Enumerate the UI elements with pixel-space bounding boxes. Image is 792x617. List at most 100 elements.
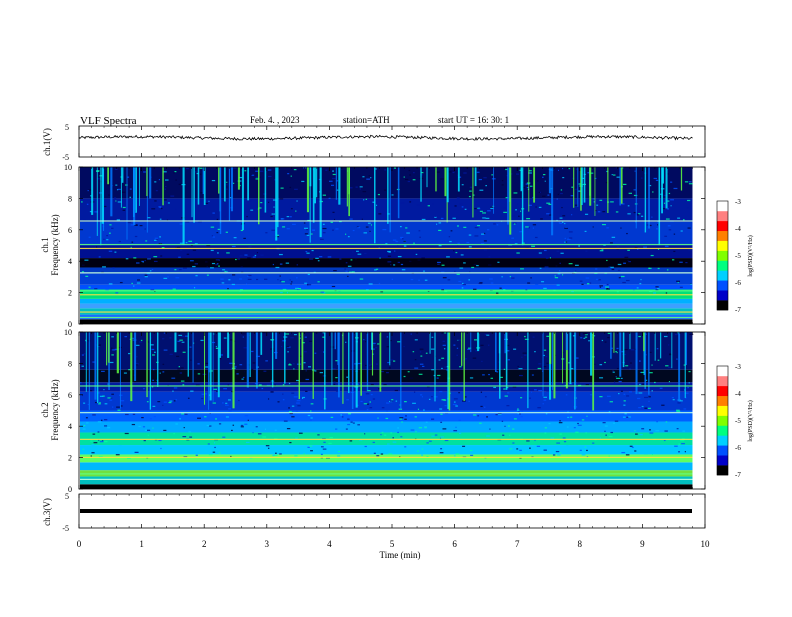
speckle	[216, 218, 219, 221]
speckle	[108, 283, 113, 285]
speckle	[420, 394, 423, 396]
sferic-streak	[247, 167, 250, 201]
speckle	[618, 392, 620, 395]
speckle	[560, 192, 563, 195]
speckle	[115, 292, 119, 294]
speckle	[655, 289, 659, 291]
speckle	[671, 397, 674, 399]
speckle	[604, 447, 607, 449]
speckle	[322, 292, 326, 294]
speckle	[648, 267, 652, 270]
speckle	[231, 390, 233, 393]
speckle	[130, 246, 132, 249]
speckle	[560, 252, 564, 254]
sferic-streak	[389, 332, 391, 366]
speckle	[161, 207, 163, 210]
speckle	[197, 363, 200, 365]
speckle	[458, 419, 461, 421]
speckle	[583, 337, 586, 339]
speckle	[441, 289, 445, 291]
speckle	[471, 266, 475, 269]
y-tick-label: 8	[68, 194, 72, 203]
speckle	[610, 201, 614, 203]
sferic-streak	[660, 332, 662, 359]
sferic-streak	[470, 332, 472, 353]
sferic-streak	[96, 167, 98, 236]
speckle	[282, 226, 286, 228]
colorbar-band	[717, 290, 728, 301]
speckle	[418, 230, 421, 232]
speckle	[91, 452, 95, 454]
speckle	[477, 224, 481, 227]
speckle	[485, 217, 490, 219]
speckle	[574, 187, 577, 190]
speckle	[610, 347, 613, 349]
speckle	[602, 422, 606, 424]
sferic-streak	[146, 167, 148, 197]
speckle	[504, 425, 506, 427]
speckle	[406, 232, 410, 234]
speckle	[225, 404, 229, 406]
speckle	[479, 210, 483, 212]
speckle	[174, 269, 177, 271]
speckle	[280, 291, 283, 294]
speckle	[213, 388, 218, 390]
start-time-label: start UT = 16: 30: 1	[438, 115, 509, 125]
sferic-streak	[94, 332, 97, 400]
speckle	[552, 454, 556, 456]
speckle	[607, 336, 610, 339]
sferic-streak	[472, 167, 474, 218]
speckle	[535, 284, 539, 286]
speckle	[605, 286, 610, 288]
speckle	[548, 422, 551, 425]
sferic-streak	[130, 332, 133, 402]
speckle	[377, 343, 380, 345]
colorbar-band	[717, 201, 728, 212]
speckle	[147, 258, 151, 260]
speckle	[299, 337, 301, 339]
sferic-streak	[275, 332, 278, 359]
speckle	[657, 288, 660, 290]
speckle	[81, 365, 84, 367]
speckle	[244, 415, 249, 417]
speckle	[257, 433, 262, 435]
speckle	[506, 405, 510, 407]
speckle	[330, 221, 333, 223]
sferic-streak	[335, 167, 337, 200]
sferic-streak	[574, 332, 576, 410]
speckle	[513, 223, 516, 225]
speckle	[349, 440, 353, 442]
speckle	[263, 278, 268, 280]
speckle	[392, 437, 394, 439]
colorbar-band	[717, 230, 728, 241]
speckle	[520, 397, 523, 399]
speckle	[221, 282, 225, 284]
sferic-streak	[275, 167, 278, 241]
speckle	[474, 207, 477, 210]
sferic-streak	[202, 167, 205, 194]
speckle	[227, 288, 229, 290]
speckle	[197, 221, 202, 223]
speckle	[511, 277, 515, 279]
speckle	[322, 223, 325, 225]
speckle	[664, 235, 668, 237]
speckle	[226, 184, 228, 186]
speckle	[540, 191, 542, 193]
speckle	[111, 336, 114, 338]
speckle	[655, 286, 659, 288]
speckle	[297, 405, 301, 407]
speckle	[135, 344, 140, 346]
speckle	[620, 227, 622, 229]
ch2-cbar-tick--3: -3	[735, 363, 741, 371]
speckle	[277, 279, 279, 281]
ch1-cbar-tick--7: -7	[735, 306, 741, 314]
speckle	[99, 441, 104, 443]
speckle	[85, 275, 89, 277]
speckle	[252, 256, 256, 258]
speckle	[81, 354, 84, 356]
speckle	[213, 333, 215, 335]
speckle	[464, 358, 468, 360]
speckle	[543, 354, 545, 357]
speckle	[211, 235, 213, 237]
speckle	[455, 426, 457, 428]
